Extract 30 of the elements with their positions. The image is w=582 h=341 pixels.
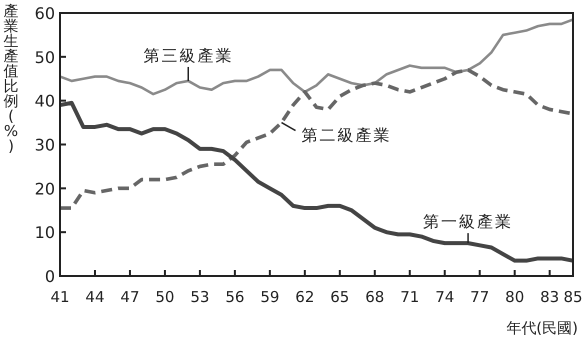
x-tick-label: 47 (120, 288, 140, 306)
y-tick-label: 20 (34, 179, 55, 198)
line-series (58, 100, 575, 263)
annotation: 第二級產業 (302, 126, 392, 145)
x-tick-label: 59 (260, 288, 280, 306)
y-tick-label: 40 (34, 92, 55, 111)
x-tick-label: 56 (225, 288, 244, 306)
text: 產業生產值比例(%) (4, 2, 18, 155)
y-tick-label: 60 (34, 4, 55, 23)
y-tick-label: 30 (34, 136, 55, 154)
annotation: 第三級產業 (143, 46, 234, 65)
x-tick-label: 77 (470, 288, 490, 306)
y-tick-label: 10 (34, 223, 55, 242)
x-tick-label: 53 (190, 288, 210, 306)
x-tick-label: 41 (50, 288, 70, 306)
x-tick-label: 50 (155, 288, 174, 306)
x-tick-label: 85 (563, 288, 582, 306)
x-axis-title: 年代(民國) (506, 319, 578, 337)
x-tick-label: 80 (505, 288, 524, 306)
annotation: 第一級產業 (423, 213, 514, 232)
line-series (58, 18, 574, 96)
x-tick-label: 62 (295, 288, 314, 306)
x-tick-label: 83 (540, 288, 560, 306)
x-tick-label: 71 (400, 288, 420, 306)
y-tick-label: 50 (34, 48, 55, 67)
x-tick-label: 68 (365, 288, 384, 306)
x-tick-label: 74 (435, 288, 454, 306)
y-tick-label: 0 (44, 267, 55, 286)
x-tick-label: 65 (330, 288, 350, 306)
x-tick-label: 44 (85, 288, 105, 306)
